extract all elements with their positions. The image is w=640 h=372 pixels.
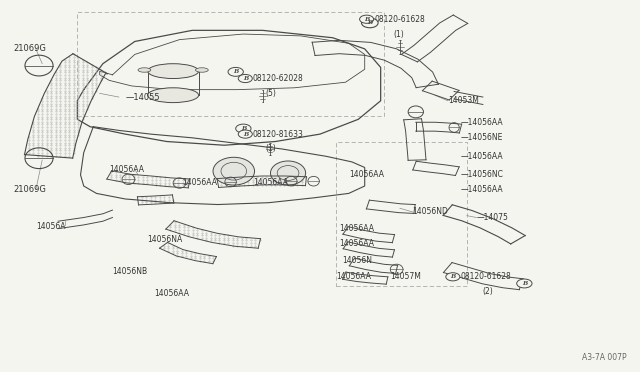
Circle shape: [446, 273, 460, 281]
Ellipse shape: [213, 157, 255, 185]
Text: 14056AA: 14056AA: [336, 272, 371, 281]
Text: B: B: [243, 132, 248, 137]
Text: 14057M: 14057M: [390, 272, 421, 281]
Text: 14056NA: 14056NA: [148, 235, 183, 244]
Ellipse shape: [138, 68, 151, 72]
Circle shape: [238, 74, 252, 83]
Text: 14056AA: 14056AA: [339, 224, 374, 233]
Text: —14056NE: —14056NE: [461, 133, 503, 142]
Text: 08120-61628: 08120-61628: [461, 272, 511, 281]
Text: B: B: [522, 281, 527, 286]
Text: —14056AA: —14056AA: [461, 185, 503, 194]
Text: 14056ND: 14056ND: [413, 208, 449, 217]
Ellipse shape: [148, 88, 198, 103]
Circle shape: [362, 18, 378, 28]
Text: 14056AA: 14056AA: [349, 170, 384, 179]
Text: 14056NB: 14056NB: [113, 267, 148, 276]
Text: 08120-62028: 08120-62028: [253, 74, 304, 83]
Text: B: B: [450, 274, 456, 279]
Text: 14056AA: 14056AA: [339, 239, 374, 248]
Circle shape: [238, 130, 252, 138]
Ellipse shape: [271, 161, 306, 185]
Ellipse shape: [148, 64, 198, 78]
Text: B: B: [367, 20, 372, 25]
Text: 08120-61628: 08120-61628: [374, 15, 425, 24]
Text: (1): (1): [266, 144, 276, 153]
Text: —14056AA: —14056AA: [461, 152, 503, 161]
Text: —14075: —14075: [476, 213, 508, 222]
Text: B: B: [233, 69, 238, 74]
Ellipse shape: [195, 68, 208, 72]
Text: —14056AA: —14056AA: [461, 119, 503, 128]
Text: B: B: [364, 17, 369, 22]
Text: B: B: [243, 76, 248, 81]
Circle shape: [516, 279, 532, 288]
Circle shape: [360, 15, 374, 23]
Circle shape: [228, 67, 243, 76]
Text: 14056N: 14056N: [342, 256, 372, 264]
Text: 08120-81633: 08120-81633: [253, 129, 304, 139]
Text: (5): (5): [266, 89, 276, 98]
Text: (1): (1): [394, 29, 404, 39]
Text: 14056A: 14056A: [36, 222, 65, 231]
Text: —14056NC: —14056NC: [461, 170, 504, 179]
Text: 21069G: 21069G: [13, 185, 46, 194]
Text: 14053M: 14053M: [448, 96, 479, 105]
Text: (2): (2): [483, 287, 493, 296]
Text: —14055: —14055: [125, 93, 160, 102]
Text: 14056AA: 14056AA: [109, 165, 144, 174]
Circle shape: [236, 124, 251, 133]
Text: 21069G: 21069G: [13, 44, 46, 53]
Text: 14056AA: 14056AA: [253, 178, 288, 187]
Text: B: B: [241, 126, 246, 131]
Text: A3-7A 007P: A3-7A 007P: [582, 353, 627, 362]
Text: 14056AA: 14056AA: [182, 178, 218, 187]
Text: 14056AA: 14056AA: [154, 289, 189, 298]
